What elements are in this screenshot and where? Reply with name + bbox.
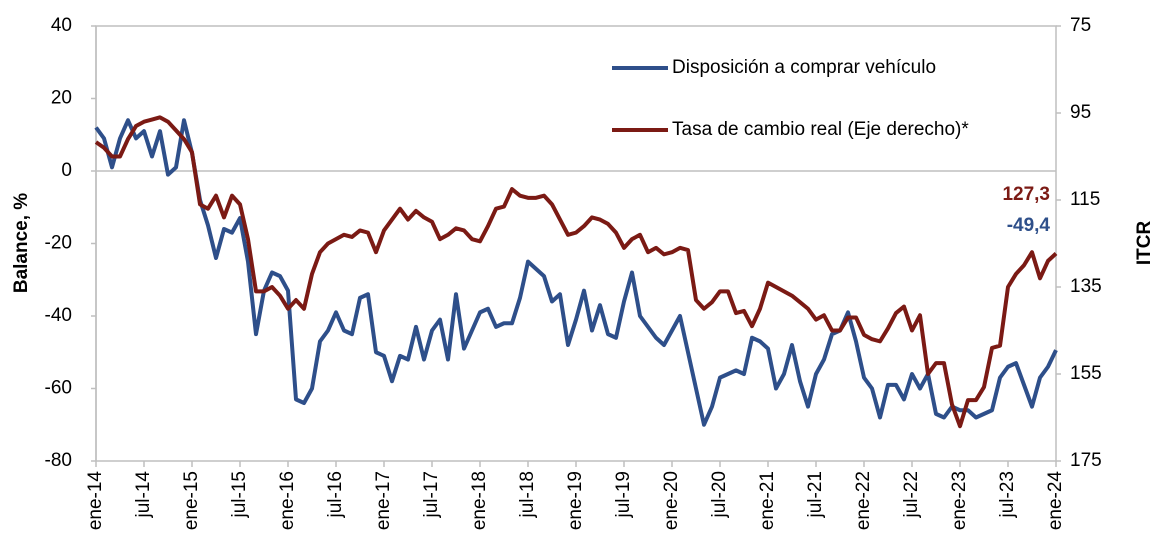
x-tick-label: ene-14	[85, 471, 106, 531]
y-tick-label: 40	[51, 15, 72, 36]
x-tick-label: ene-23	[949, 471, 970, 530]
x-tick-label: jul-23	[997, 471, 1018, 518]
x-tick-label: jul-14	[133, 471, 154, 519]
y2-axis-title: ITCR	[1134, 221, 1155, 266]
series-line	[94, 115, 1058, 429]
x-tick-label: jul-19	[613, 471, 634, 518]
x-tick-label: ene-20	[661, 471, 682, 530]
x-tick-label: ene-17	[373, 471, 394, 530]
x-tick-label: jul-15	[229, 471, 250, 518]
x-tick-label: ene-21	[757, 471, 778, 530]
y-tick-label: -80	[45, 450, 72, 471]
x-tick-label: ene-18	[469, 471, 490, 530]
y-tick-label: 0	[61, 160, 72, 181]
x-tick-label: ene-24	[1045, 471, 1066, 531]
x-tick-label: ene-19	[565, 471, 586, 530]
y-tick-label: -60	[45, 378, 72, 399]
y-axis-title: Balance, %	[11, 193, 32, 293]
value-label: -49,4	[1007, 215, 1051, 236]
x-tick-label: ene-22	[853, 471, 874, 530]
y2-tick-label: 135	[1070, 276, 1102, 297]
y-tick-label: -40	[45, 305, 72, 326]
x-tick-label: ene-15	[181, 471, 202, 530]
x-tick-label: jul-17	[421, 471, 442, 518]
x-tick-label: jul-22	[901, 471, 922, 518]
y2-tick-label: 155	[1070, 363, 1102, 384]
y2-tick-label: 115	[1070, 189, 1100, 210]
x-tick-label: jul-20	[709, 471, 730, 518]
value-label: 127,3	[1002, 184, 1050, 205]
x-tick-label: ene-16	[277, 471, 298, 530]
legend-label: Disposición a comprar vehículo	[672, 57, 936, 78]
y-tick-label: 20	[51, 88, 72, 109]
x-tick-label: jul-18	[517, 471, 538, 518]
x-tick-label: jul-21	[805, 471, 826, 518]
y2-tick-label: 95	[1070, 102, 1091, 123]
plot-frame	[95, 25, 1057, 462]
x-tick-label: jul-16	[325, 471, 346, 518]
legend-label: Tasa de cambio real (Eje derecho)*	[672, 119, 969, 140]
y-tick-label: -20	[45, 233, 72, 254]
y2-tick-label: 75	[1070, 15, 1091, 36]
series-line	[94, 118, 1058, 427]
y2-tick-label: 175	[1070, 450, 1102, 471]
